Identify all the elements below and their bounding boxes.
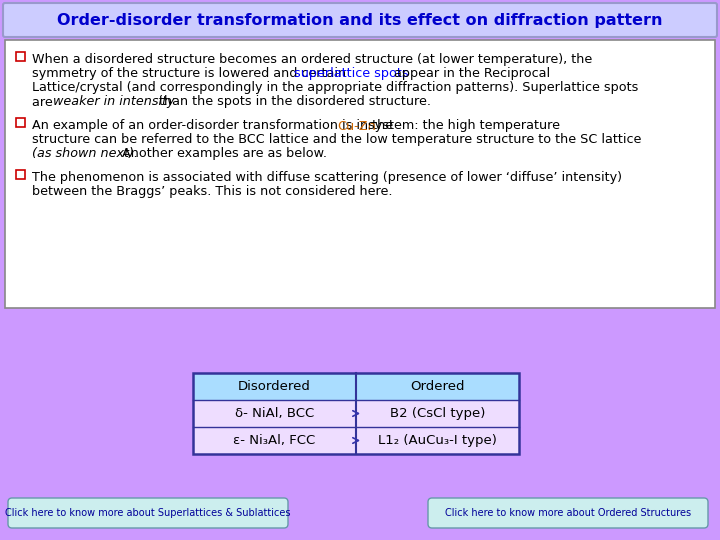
Text: appear in the Reciprocal: appear in the Reciprocal bbox=[390, 68, 551, 80]
Text: symmetry of the structure is lowered and certain: symmetry of the structure is lowered and… bbox=[32, 68, 350, 80]
Text: δ- NiAl, BCC: δ- NiAl, BCC bbox=[235, 407, 314, 420]
FancyBboxPatch shape bbox=[8, 498, 288, 528]
Text: Another examples are as below.: Another examples are as below. bbox=[117, 147, 327, 160]
Text: Click here to know more about Superlattices & Sublattices: Click here to know more about Superlatti… bbox=[5, 508, 291, 518]
FancyBboxPatch shape bbox=[3, 3, 717, 37]
Text: are: are bbox=[32, 96, 57, 109]
Text: Ordered: Ordered bbox=[410, 380, 464, 393]
Text: ε- Ni₃Al, FCC: ε- Ni₃Al, FCC bbox=[233, 434, 315, 447]
Bar bbox=[193, 427, 519, 454]
Bar bbox=[193, 373, 519, 400]
Text: system: the high temperature: system: the high temperature bbox=[364, 119, 559, 132]
Text: than the spots in the disordered structure.: than the spots in the disordered structu… bbox=[155, 96, 431, 109]
Text: When a disordered structure becomes an ordered structure (at lower temperature),: When a disordered structure becomes an o… bbox=[32, 53, 593, 66]
Bar bbox=[16, 118, 25, 127]
Text: B2 (CsCl type): B2 (CsCl type) bbox=[390, 407, 485, 420]
Text: between the Braggs’ peaks. This is not considered here.: between the Braggs’ peaks. This is not c… bbox=[32, 186, 392, 199]
Bar bbox=[193, 400, 519, 427]
Text: L1₂ (AuCu₃-I type): L1₂ (AuCu₃-I type) bbox=[378, 434, 497, 447]
Text: The phenomenon is associated with diffuse scattering (presence of lower ‘diffuse: The phenomenon is associated with diffus… bbox=[32, 172, 622, 185]
Text: Order-disorder transformation and its effect on diffraction pattern: Order-disorder transformation and its ef… bbox=[58, 12, 662, 28]
Text: (as shown next).: (as shown next). bbox=[32, 147, 138, 160]
Bar bbox=[5, 40, 715, 308]
Text: weaker in intensity: weaker in intensity bbox=[53, 96, 175, 109]
Text: An example of an order-disorder transformation is in the: An example of an order-disorder transfor… bbox=[32, 119, 397, 132]
FancyBboxPatch shape bbox=[428, 498, 708, 528]
Text: Click here to know more about Ordered Structures: Click here to know more about Ordered St… bbox=[445, 508, 691, 518]
Bar bbox=[16, 170, 25, 179]
Text: superlattice spots: superlattice spots bbox=[294, 68, 409, 80]
Text: structure can be referred to the BCC lattice and the low temperature structure t: structure can be referred to the BCC lat… bbox=[32, 133, 642, 146]
Text: Lattice/crystal (and correspondingly in the appropriate diffraction patterns). S: Lattice/crystal (and correspondingly in … bbox=[32, 82, 639, 94]
Text: Disordered: Disordered bbox=[238, 380, 311, 393]
Bar bbox=[193, 373, 519, 454]
Text: Cu-Zn: Cu-Zn bbox=[337, 119, 376, 132]
Bar bbox=[16, 52, 25, 61]
